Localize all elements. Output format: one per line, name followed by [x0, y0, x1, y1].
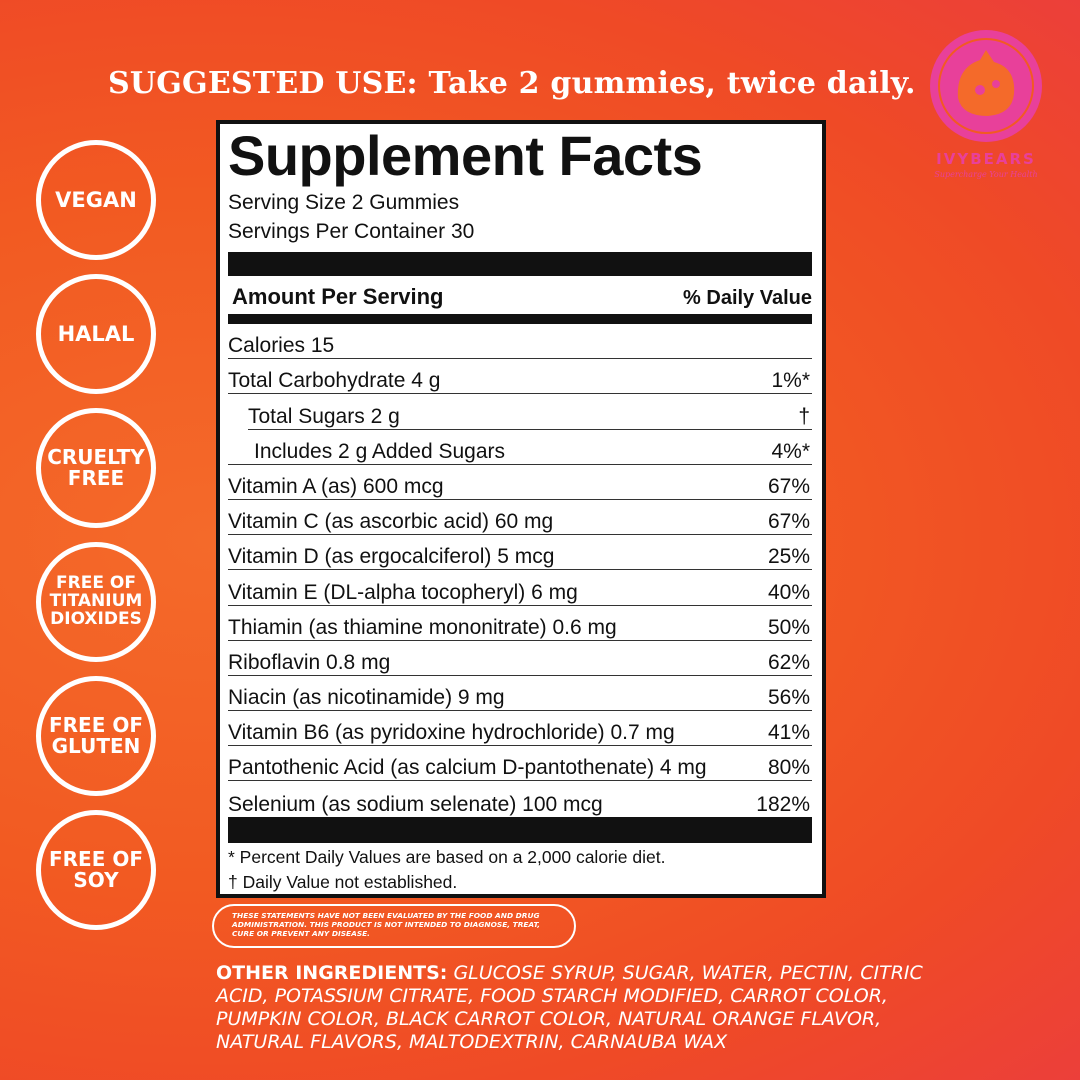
nutrient-daily-value: 50% — [767, 615, 810, 639]
nutrient-daily-value: 182% — [756, 792, 810, 816]
badge-vegan: VEGAN — [36, 140, 156, 260]
badge-cruelty-free: CRUELTY FREE — [36, 408, 156, 528]
badge-free-of-titanium-dioxides: FREE OF TITANIUM DIOXIDES — [36, 542, 156, 662]
facts-row: Vitamin D (as ergocalciferol) 5 mcg 25% — [228, 535, 812, 571]
serving-size: Serving Size 2 Gummies — [228, 191, 460, 214]
divider-bottom — [228, 816, 812, 843]
nutrient-daily-value: 67% — [767, 474, 810, 498]
nutrient-name: Vitamin E (DL-alpha tocopheryl) 6 mg — [228, 580, 578, 604]
facts-row: Thiamin (as thiamine mononitrate) 0.6 mg… — [228, 606, 812, 641]
badge-free-of-soy: FREE OF SOY — [36, 810, 156, 930]
ingredients-label: OTHER INGREDIENTS: — [216, 962, 448, 984]
fda-disclaimer: THESE STATEMENTS HAVE NOT BEEN EVALUATED… — [212, 904, 576, 948]
badge-halal: HALAL — [36, 274, 156, 394]
amount-per-serving-header: Amount Per Serving % Daily Value — [228, 276, 812, 310]
nutrient-daily-value: 25% — [767, 545, 810, 569]
amount-per-serving-label: Amount Per Serving — [232, 284, 444, 309]
facts-row: Includes 2 g Added Sugars 4%* — [228, 430, 812, 465]
bear-head-icon — [930, 30, 1042, 142]
nutrient-daily-value: † — [798, 404, 810, 428]
facts-row: Pantothenic Acid (as calcium D-pantothen… — [228, 746, 812, 782]
facts-row: Total Sugars 2 g † — [248, 394, 812, 430]
facts-title: Supplement Facts — [228, 124, 703, 187]
nutrient-daily-value: 41% — [767, 721, 810, 745]
nutrient-name: Includes 2 g Added Sugars — [254, 439, 506, 463]
nutrient-name: Vitamin C (as ascorbic acid) 60 mg — [228, 510, 554, 534]
facts-row: Vitamin E (DL-alpha tocopheryl) 6 mg 40% — [228, 570, 812, 606]
ingredients-text: GLUCOSE SYRUP, SUGAR, WATER, PECTIN, CIT… — [216, 962, 923, 1053]
suggested-use: SUGGESTED USE: Take 2 gummies, twice dai… — [108, 66, 916, 101]
divider-medium — [228, 314, 812, 324]
nutrient-daily-value: 4%* — [771, 439, 810, 463]
nutrient-daily-value: 80% — [767, 756, 810, 780]
nutrient-name: Vitamin A (as) 600 mcg — [228, 474, 444, 498]
facts-rows: Calories 15 Total Carbohydrate 4 g 1%* Tota… — [228, 324, 812, 817]
nutrient-daily-value: 40% — [767, 580, 810, 604]
nutrient-name: Riboflavin 0.8 mg — [228, 650, 391, 674]
nutrient-daily-value: 56% — [767, 686, 810, 710]
nutrient-name: Calories 15 — [228, 334, 335, 358]
footnote-dagger: † Daily Value not established. — [228, 871, 458, 892]
brand-tagline: Supercharge Your Health — [934, 170, 1038, 179]
divider-thick — [228, 252, 812, 276]
nutrient-daily-value: 1%* — [771, 369, 810, 393]
nutrient-name: Vitamin B6 (as pyridoxine hydrochloride)… — [228, 721, 675, 745]
nutrient-name: Selenium (as sodium selenate) 100 mcg — [228, 792, 603, 816]
facts-row: Riboflavin 0.8 mg 62% — [228, 641, 812, 676]
facts-row: Vitamin B6 (as pyridoxine hydrochloride)… — [228, 711, 812, 747]
nutrient-daily-value: 62% — [767, 650, 810, 674]
nutrient-name: Total Sugars 2 g — [248, 404, 400, 428]
nutrient-name: Total Carbohydrate 4 g — [228, 369, 441, 393]
nutrient-name: Thiamin (as thiamine mononitrate) 0.6 mg — [228, 615, 617, 639]
facts-row: Selenium (as sodium selenate) 100 mcg 182… — [228, 781, 812, 816]
facts-row: Calories 15 — [228, 324, 812, 360]
other-ingredients: OTHER INGREDIENTS: GLUCOSE SYRUP, SUGAR,… — [216, 962, 956, 1054]
nutrient-name: Vitamin D (as ergocalciferol) 5 mcg — [228, 545, 555, 569]
nutrient-name: Niacin (as nicotinamide) 9 mg — [228, 686, 505, 710]
facts-row: Vitamin C (as ascorbic acid) 60 mg 67% — [228, 500, 812, 536]
facts-row: Total Carbohydrate 4 g 1%* — [228, 359, 812, 395]
brand-name: IVYBEARS — [936, 150, 1036, 168]
badge-free-of-gluten: FREE OF GLUTEN — [36, 676, 156, 796]
supplement-facts-panel: Supplement Facts Serving Size 2 Gummies … — [216, 120, 826, 898]
nutrient-name: Pantothenic Acid (as calcium D-pantothen… — [228, 756, 707, 780]
daily-value-header: % Daily Value — [683, 287, 812, 309]
facts-row: Niacin (as nicotinamide) 9 mg 56% — [228, 676, 812, 712]
nutrient-daily-value: 67% — [767, 510, 810, 534]
footnote-percent: * Percent Daily Values are based on a 2,… — [228, 846, 666, 867]
servings-per-container: Servings Per Container 30 — [228, 220, 475, 243]
facts-row: Vitamin A (as) 600 mcg 67% — [228, 465, 812, 500]
